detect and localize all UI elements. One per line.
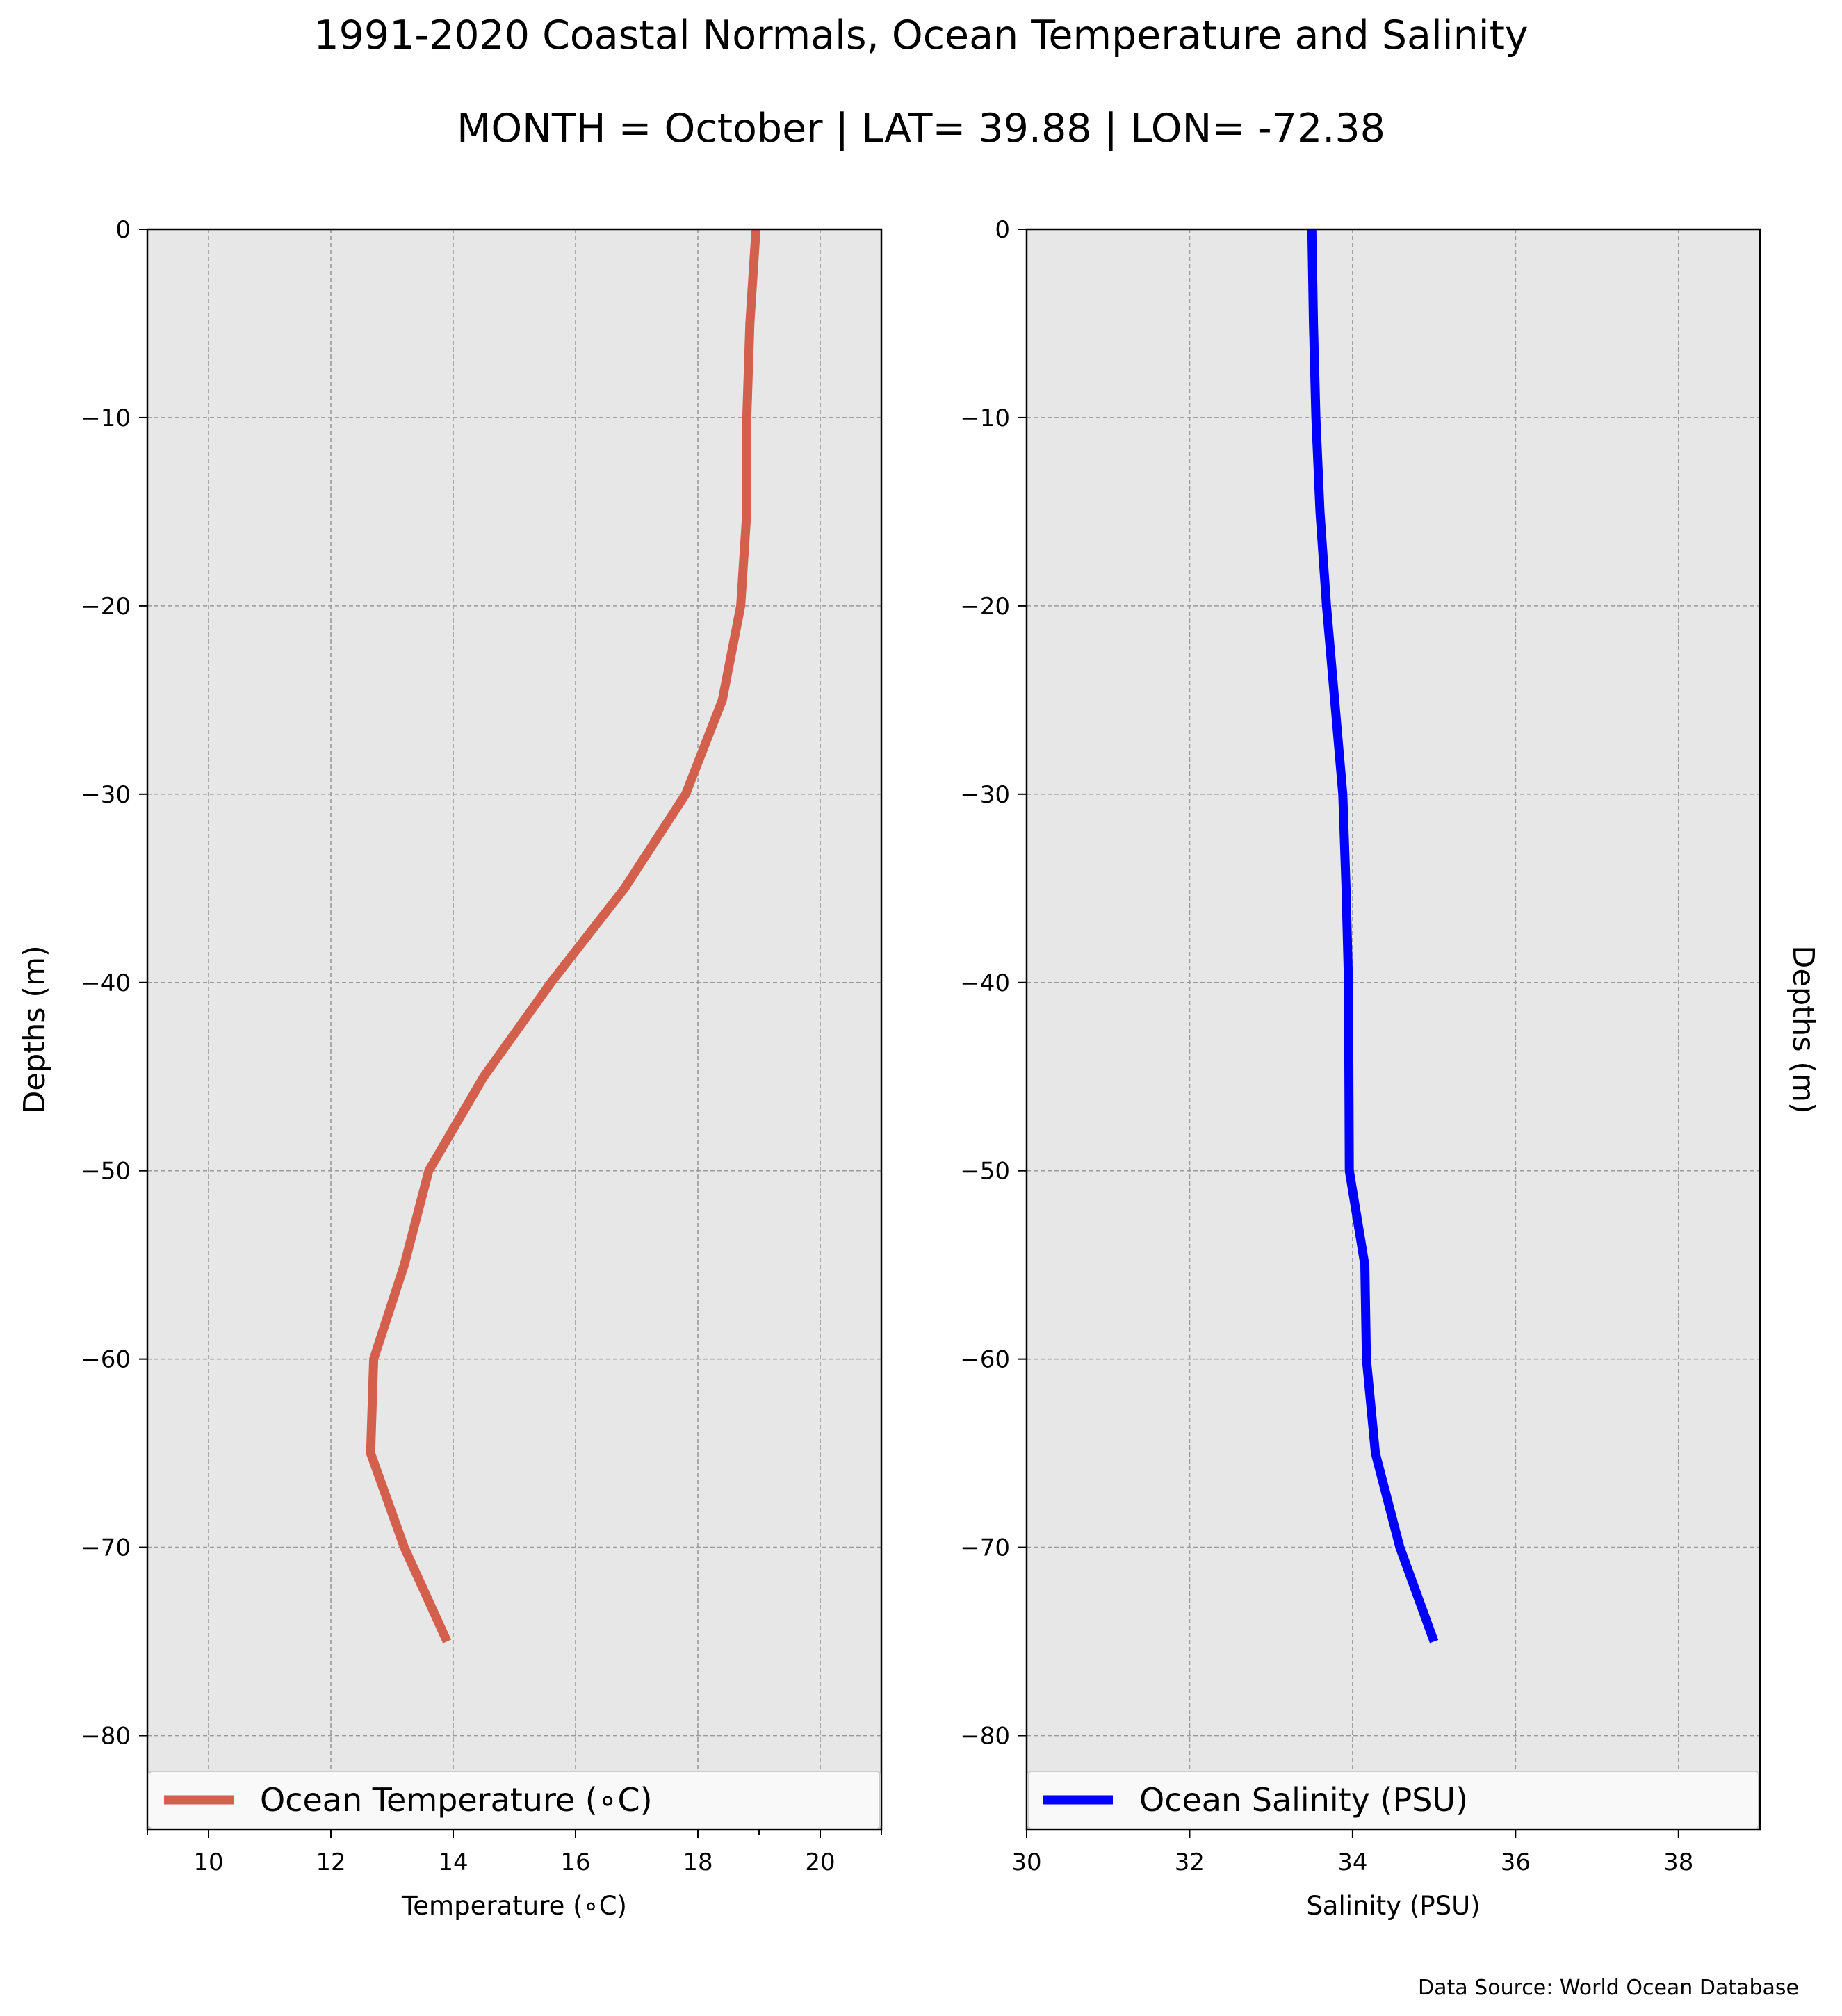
panel2-y-tick-label: −10: [960, 404, 1010, 432]
panel2-x-tick-label: 34: [1337, 1849, 1367, 1876]
panel2-y-tick-label: −20: [960, 593, 1010, 621]
panel1-x-tick-label: 10: [193, 1849, 223, 1876]
panel2-plot-area: [1027, 229, 1760, 1830]
panel2-legend-box: [1027, 1771, 1759, 1829]
panel1-x-tick-label: 20: [805, 1849, 835, 1876]
panel1-y-tick-label: 0: [115, 216, 131, 244]
panel1-x-tick-label: 12: [316, 1849, 345, 1876]
panel1-legend-box: [148, 1771, 881, 1829]
panel1-y-tick-label: −20: [81, 593, 131, 621]
panel1-x-tick-label: 18: [683, 1849, 712, 1876]
panel1-y-tick-label: −80: [81, 1723, 131, 1751]
panel1-x-tick-label: 16: [560, 1849, 590, 1876]
panel2-y-tick-label: −40: [960, 969, 1010, 997]
chart-title: 1991-2020 Coastal Normals, Ocean Tempera…: [313, 13, 1529, 58]
panel2-x-axis-label: Salinity (PSU): [1306, 1891, 1480, 1921]
panel1-y-tick-label: −10: [81, 404, 131, 432]
data-source-note: Data Source: World Ocean Database: [1418, 1976, 1799, 2000]
panel1-series-line: [366, 229, 761, 1644]
panel2-x-tick-label: 30: [1011, 1849, 1041, 1876]
panel1-y-tick-label: −70: [81, 1534, 131, 1562]
panel2-x-tick-label: 36: [1501, 1849, 1531, 1876]
panel2-x-tick-label: 32: [1175, 1849, 1205, 1876]
panel1-legend-label: Ocean Temperature (∘C): [260, 1781, 653, 1819]
panel2-axes-frame: [1025, 228, 1761, 1831]
panel2-y-axis-label: Depths (m): [1786, 945, 1820, 1113]
panel1-axes-frame: [146, 228, 883, 1831]
panel2-y-tick-label: −30: [960, 781, 1010, 809]
panel1-y-tick-label: −40: [81, 969, 131, 997]
panel2-series-line: [1307, 229, 1439, 1644]
panel1-y-tick-label: −60: [81, 1346, 131, 1374]
panel1-y-tick-label: −30: [81, 781, 131, 809]
panel2-y-tick-label: 0: [995, 216, 1010, 244]
panel2-y-tick-label: −50: [960, 1158, 1010, 1186]
panel2-legend-label: Ocean Salinity (PSU): [1139, 1781, 1468, 1819]
panel1-y-tick-label: −50: [81, 1158, 131, 1186]
panel2-x-tick-label: 38: [1663, 1849, 1693, 1876]
panel2-y-tick-label: −70: [960, 1534, 1010, 1562]
chart-subtitle: MONTH = October | LAT= 39.88 | LON= -72.…: [457, 106, 1385, 151]
panel2-y-tick-label: −60: [960, 1346, 1010, 1374]
panel1-x-tick-label: 14: [438, 1849, 468, 1876]
panel1-x-axis-label: Temperature (∘C): [401, 1891, 627, 1921]
panel2-y-tick-label: −80: [960, 1723, 1010, 1751]
panel1-y-axis-label: Depths (m): [17, 945, 52, 1113]
